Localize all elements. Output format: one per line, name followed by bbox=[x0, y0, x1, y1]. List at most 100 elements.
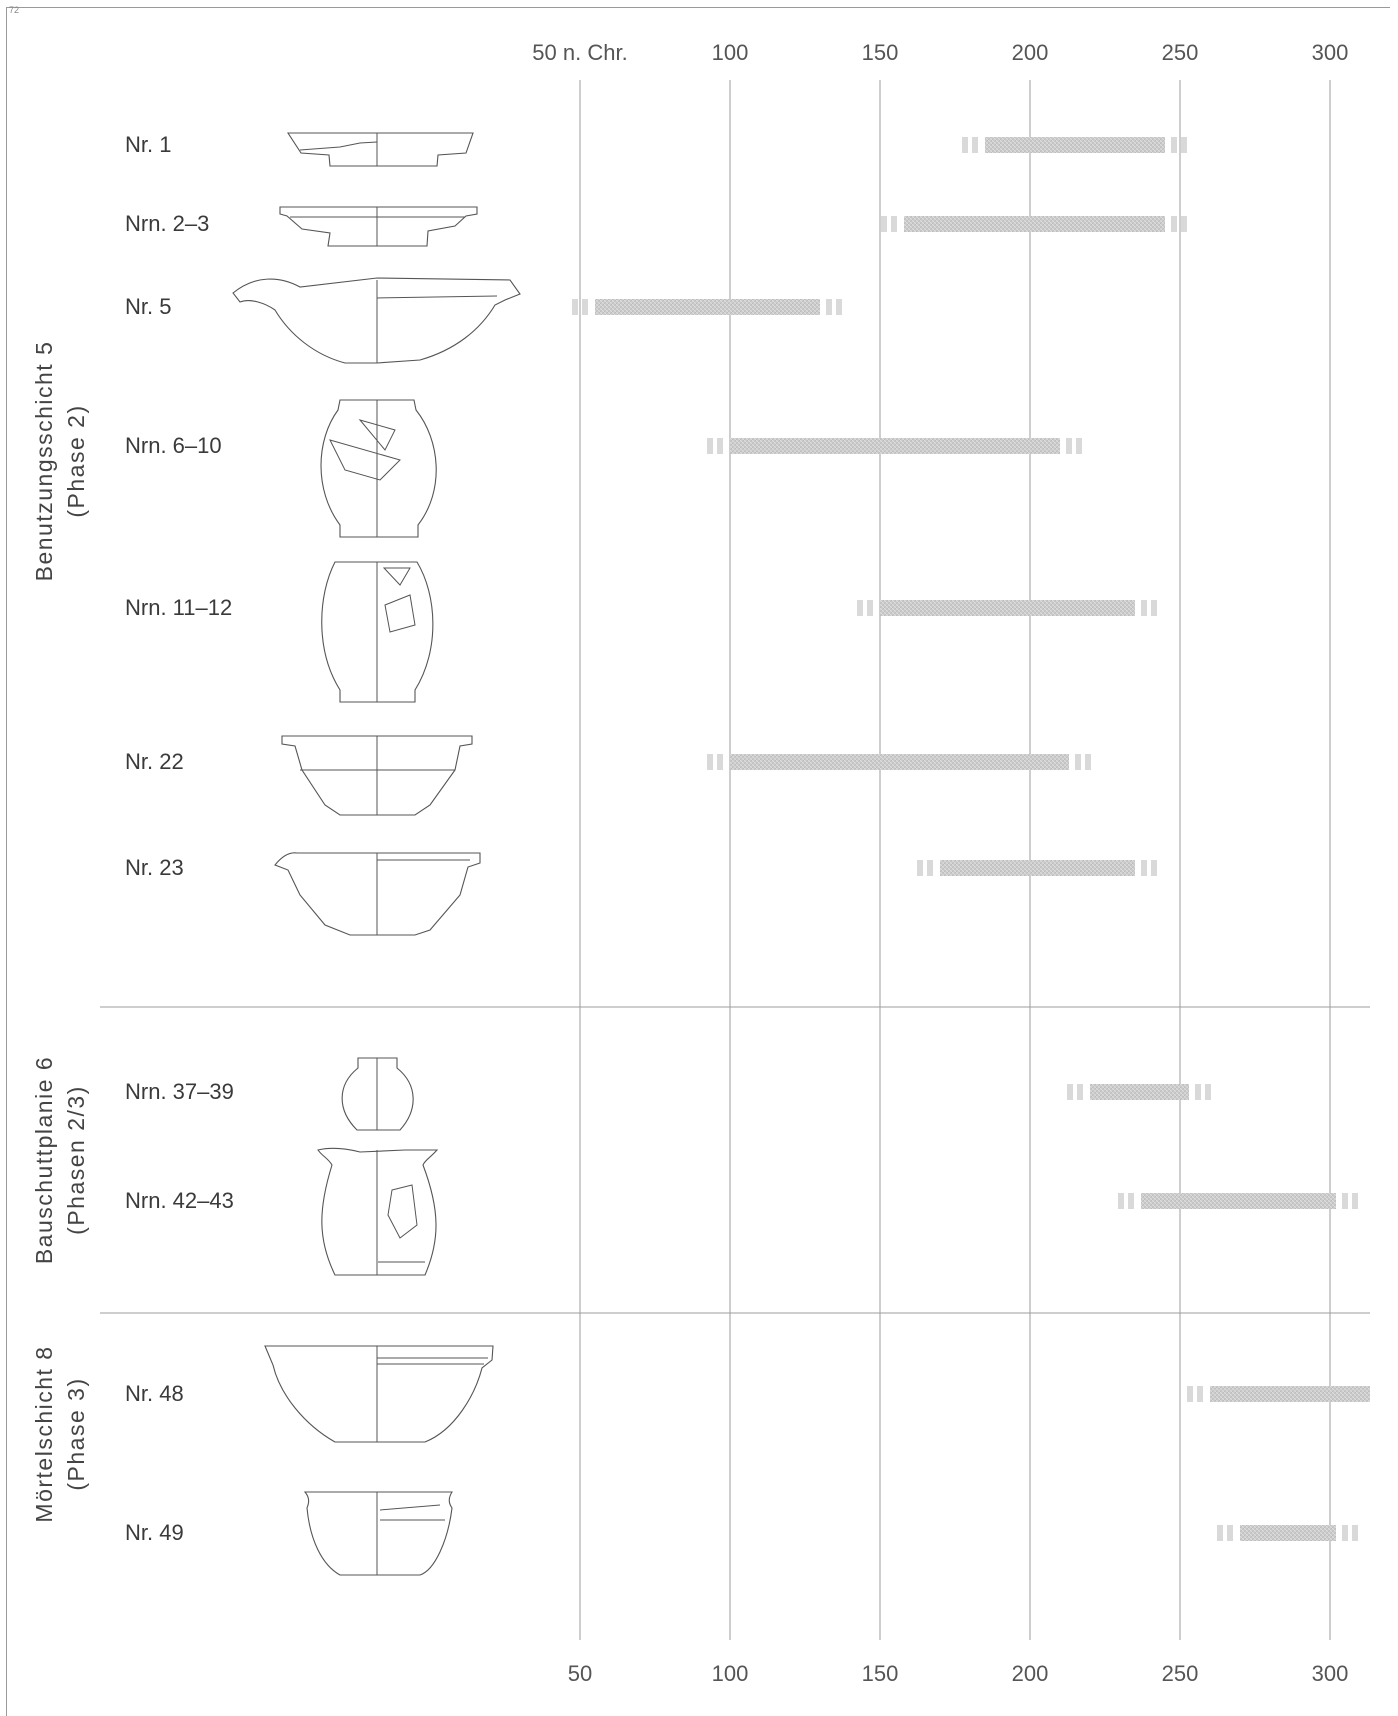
pottery-drawing-nr-49 bbox=[303, 1491, 453, 1576]
uncertain-dash bbox=[1342, 1525, 1348, 1541]
date-range-bar-fill bbox=[1240, 1525, 1336, 1541]
bottom-tick-label: 300 bbox=[1312, 1661, 1349, 1686]
uncertain-dash bbox=[891, 216, 897, 232]
pottery-drawing-nrn-11-12 bbox=[321, 561, 434, 703]
pottery-drawing-nr-23 bbox=[274, 852, 481, 936]
pottery-drawing-nrn-6-10 bbox=[320, 399, 437, 538]
bottom-tick-label: 250 bbox=[1162, 1661, 1199, 1686]
uncertain-dash bbox=[881, 216, 887, 232]
top-tick-label: 150 bbox=[862, 40, 899, 65]
date-range-bar-fill bbox=[940, 860, 1135, 876]
item-label: Nr. 22 bbox=[125, 749, 184, 774]
item-label: Nr. 1 bbox=[125, 132, 171, 157]
tick-labels: 50 n. Chr. 50 100 100 150 150 200 200 250 250 300 3… bbox=[532, 40, 1348, 1686]
bottom-tick-label: 100 bbox=[712, 1661, 749, 1686]
uncertain-dash bbox=[1352, 1525, 1358, 1541]
uncertain-dash bbox=[1067, 1084, 1073, 1100]
uncertain-dash bbox=[1066, 438, 1072, 454]
date-range-bar-fill bbox=[1141, 1193, 1336, 1209]
top-tick-label: 100 bbox=[712, 40, 749, 65]
uncertain-dash bbox=[1197, 1386, 1203, 1402]
uncertain-dash bbox=[1141, 860, 1147, 876]
item-label: Nr. 48 bbox=[125, 1381, 184, 1406]
uncertain-dash bbox=[836, 299, 842, 315]
pottery-drawing-nr-1 bbox=[286, 132, 474, 167]
page-number: 72 bbox=[9, 5, 20, 15]
item-labels: Nr. 1 Nrn. 2–3 Nr. 5 Nrn. 6–10 Nrn. 11–12 Nr.… bbox=[125, 132, 234, 1545]
date-range-bar bbox=[1217, 1525, 1358, 1541]
uncertain-dash bbox=[1171, 137, 1177, 153]
pottery-drawing-nr-5 bbox=[232, 277, 521, 364]
group-separators bbox=[100, 1006, 1370, 1314]
uncertain-dash bbox=[1187, 1386, 1193, 1402]
group-label-line2: (Phase 3) bbox=[63, 1377, 89, 1490]
date-range-bar bbox=[1187, 1386, 1370, 1402]
uncertain-dash bbox=[1227, 1525, 1233, 1541]
uncertain-dash bbox=[1118, 1193, 1124, 1209]
date-range-bar-fill bbox=[1090, 1084, 1189, 1100]
date-range-bar bbox=[962, 137, 1187, 153]
uncertain-dash bbox=[1352, 1193, 1358, 1209]
uncertain-dash bbox=[1077, 1084, 1083, 1100]
group-label-line1: Benutzungsschicht 5 bbox=[31, 341, 57, 582]
item-label: Nrn. 11–12 bbox=[125, 595, 232, 620]
uncertain-dash bbox=[1171, 216, 1177, 232]
date-range-bar bbox=[707, 438, 1082, 454]
date-range-bar-fill bbox=[880, 600, 1135, 616]
uncertain-dash bbox=[572, 299, 578, 315]
uncertain-dash bbox=[867, 600, 873, 616]
uncertain-dash bbox=[1181, 137, 1187, 153]
group-label-line2: (Phasen 2/3) bbox=[63, 1085, 89, 1235]
date-range-bar bbox=[1118, 1193, 1358, 1209]
top-tick-label: 50 n. Chr. bbox=[532, 40, 627, 65]
date-range-bar bbox=[881, 216, 1187, 232]
bottom-tick-label: 150 bbox=[862, 1661, 899, 1686]
date-range-bar-fill bbox=[985, 137, 1165, 153]
uncertain-dash bbox=[1151, 600, 1157, 616]
uncertain-dash bbox=[1085, 754, 1091, 770]
uncertain-dash bbox=[707, 754, 713, 770]
item-label: Nr. 23 bbox=[125, 855, 184, 880]
date-range-bar-fill bbox=[595, 299, 820, 315]
uncertain-dash bbox=[1076, 438, 1082, 454]
item-label: Nrn. 42–43 bbox=[125, 1188, 234, 1213]
item-label: Nrn. 2–3 bbox=[125, 211, 209, 236]
pottery-drawing-nrn-42-43 bbox=[317, 1147, 439, 1276]
uncertain-dash bbox=[1128, 1193, 1134, 1209]
date-range-bar bbox=[1067, 1084, 1211, 1100]
group-label-line2: (Phase 2) bbox=[63, 404, 89, 517]
item-label: Nrn. 6–10 bbox=[125, 433, 222, 458]
uncertain-dash bbox=[717, 754, 723, 770]
uncertain-dash bbox=[1195, 1084, 1201, 1100]
date-range-bar-fill bbox=[730, 754, 1069, 770]
pottery-drawing-nrn-37-39 bbox=[341, 1057, 414, 1131]
uncertain-dash bbox=[972, 137, 978, 153]
uncertain-dash bbox=[927, 860, 933, 876]
date-range-bar bbox=[857, 600, 1157, 616]
date-range-bar bbox=[707, 754, 1091, 770]
uncertain-dash bbox=[707, 438, 713, 454]
group-label-line1: Bauschuttplanie 6 bbox=[31, 1056, 57, 1264]
bottom-tick-label: 50 bbox=[568, 1661, 592, 1686]
item-label: Nrn. 37–39 bbox=[125, 1079, 234, 1104]
uncertain-dash bbox=[1075, 754, 1081, 770]
uncertain-dash bbox=[826, 299, 832, 315]
top-tick-label: 300 bbox=[1312, 40, 1349, 65]
uncertain-dash bbox=[717, 438, 723, 454]
date-range-bar-fill bbox=[904, 216, 1165, 232]
pottery-drawing-nr-48 bbox=[264, 1345, 494, 1443]
top-tick-label: 200 bbox=[1012, 40, 1049, 65]
date-range-bar-fill bbox=[1210, 1386, 1370, 1402]
uncertain-dash bbox=[1205, 1084, 1211, 1100]
uncertain-dash bbox=[962, 137, 968, 153]
uncertain-dash bbox=[1181, 216, 1187, 232]
uncertain-dash bbox=[857, 600, 863, 616]
uncertain-dash bbox=[582, 299, 588, 315]
item-label: Nr. 49 bbox=[125, 1520, 184, 1545]
uncertain-dash bbox=[1217, 1525, 1223, 1541]
pottery-drawing-nrn-2-3 bbox=[279, 206, 478, 247]
date-range-bar-fill bbox=[730, 438, 1060, 454]
uncertain-dash bbox=[917, 860, 923, 876]
item-label: Nr. 5 bbox=[125, 294, 171, 319]
